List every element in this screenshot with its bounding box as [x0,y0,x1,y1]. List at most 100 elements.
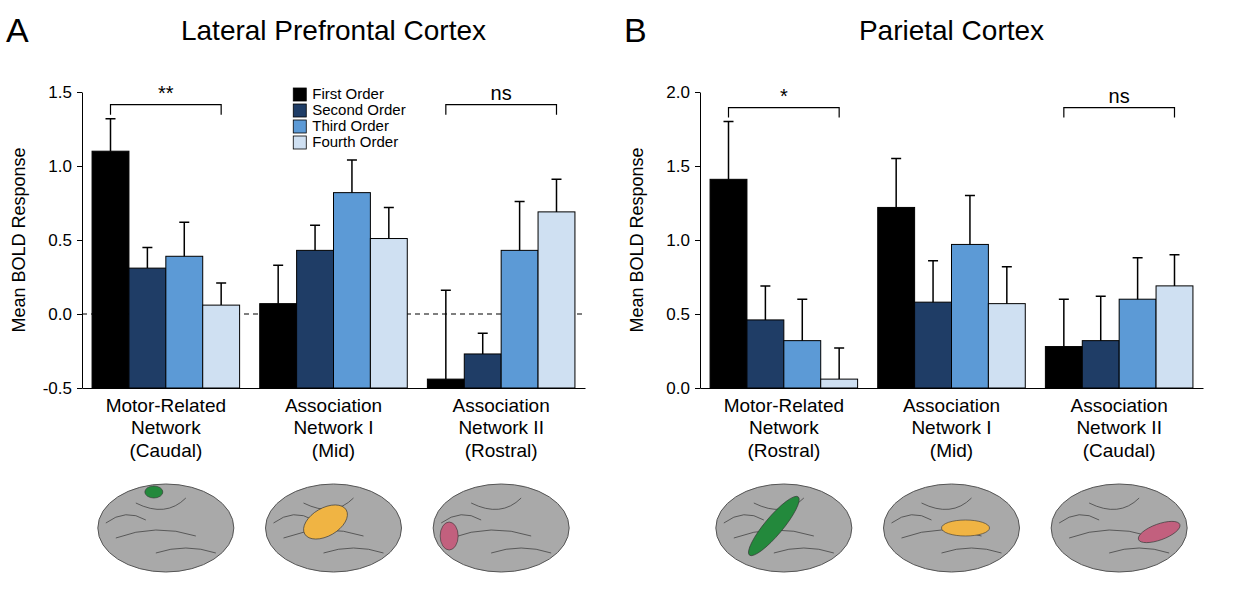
legend-swatch [293,88,306,101]
y-tick: 1.5 [666,157,700,176]
legend-label: Third Order [312,117,389,134]
label-line: Network [131,417,201,438]
x-tick: AssociationNetwork II(Rostral) [453,388,550,461]
tick-mark [695,92,700,93]
y-tick-label: 1.0 [666,231,690,250]
error-bar [1002,267,1012,304]
error-bar [965,196,975,245]
brain [433,484,569,572]
brain-illustration [884,484,1020,572]
x-tick-label: Motor-RelatedNetwork(Caudal) [106,395,226,461]
error-bar [179,222,189,256]
panel-label: A [6,11,29,49]
axis-line [82,93,83,389]
x-tick: AssociationNetwork I(Mid) [285,388,382,461]
bar [1045,347,1082,388]
bar [915,302,952,388]
y-tick-label: 1.0 [48,157,72,176]
label-line: (Rostral) [747,440,820,461]
panel-label: B [624,11,647,49]
error-bar [106,119,116,152]
label-line: Association [453,395,550,416]
brain-region [298,498,354,546]
brain-illustration [266,484,402,572]
bar [334,193,371,388]
tick-mark [695,240,700,241]
label-line: Network I [911,417,991,438]
y-tick-label: 1.5 [666,157,690,176]
label-line: (Rostral) [465,440,538,461]
bracket [729,108,840,118]
brain [266,484,402,572]
series [710,122,1082,388]
error-bar [273,265,283,303]
error-bar [724,122,734,180]
bar [952,244,989,388]
y-tick: 0.0 [48,305,82,324]
legend-swatch [293,120,306,133]
bar [1156,286,1193,388]
legend-label: First Order [312,85,384,102]
y-tick: 1.0 [666,231,700,250]
label-line: Motor-Related [106,395,226,416]
y-tick-label: -0.5 [43,379,72,398]
label-line: Motor-Related [724,395,844,416]
y-axis-title: Mean BOLD Response [9,147,29,332]
bar [878,207,915,388]
bracket [446,105,557,115]
legend-entry: Second Order [293,101,405,118]
error-bar [384,207,394,238]
bar [988,304,1025,388]
error-bar [797,299,807,340]
error-bar [1169,255,1179,286]
brain [884,484,1020,572]
brain-sulcus [1059,498,1169,553]
brain-region [942,520,990,536]
brain-illustration [1051,484,1187,572]
y-tick-label: 1.5 [48,83,72,102]
error-bar [478,333,488,354]
error-bar [1133,258,1143,299]
error-bar [891,159,901,208]
tick-mark [77,314,82,315]
error-bar [760,286,770,320]
panel: BParietal CortexMean BOLD Response0.00.5… [624,11,1204,572]
y-axis: 0.00.51.01.52.0 [666,83,700,398]
y-tick: 0.5 [666,305,700,324]
chart-title: Lateral Prefrontal Cortex [181,15,486,46]
y-axis-title: Mean BOLD Response [627,147,647,332]
bar [297,250,334,388]
bar [166,256,203,388]
label-line: Association [1071,395,1168,416]
bar [501,250,538,388]
brain [98,484,234,572]
bar [821,379,858,388]
error-bar [551,179,561,212]
brain-sulcus [274,498,384,553]
bar [1082,341,1119,388]
error-bar [142,247,152,268]
brain-illustration [716,484,852,572]
x-tick: Motor-RelatedNetwork(Rostral) [724,388,844,461]
label-line: (Mid) [312,440,355,461]
brain-region [1136,517,1183,547]
error-bar [216,283,226,305]
label-line: Network II [458,417,544,438]
brain-illustration [433,484,569,572]
bar [92,151,129,388]
y-tick: 0.5 [48,231,82,250]
figure: A Lateral Prefrontal Cortex Mean BOLD Resp… [0,0,1238,592]
y-tick: 1.5 [48,83,82,102]
legend-swatch [293,136,306,149]
bar [464,354,501,388]
plot-area [710,122,1193,388]
x-tick-label: Motor-RelatedNetwork(Rostral) [724,395,844,461]
y-axis: -0.5 0.0 0.5 1.0 1.5 [43,83,83,398]
bracket [111,105,222,115]
tick-mark [77,166,82,167]
bar [710,179,747,388]
series [203,179,575,388]
plot-area [92,119,575,388]
bar [427,379,464,388]
brain-region [145,486,163,498]
